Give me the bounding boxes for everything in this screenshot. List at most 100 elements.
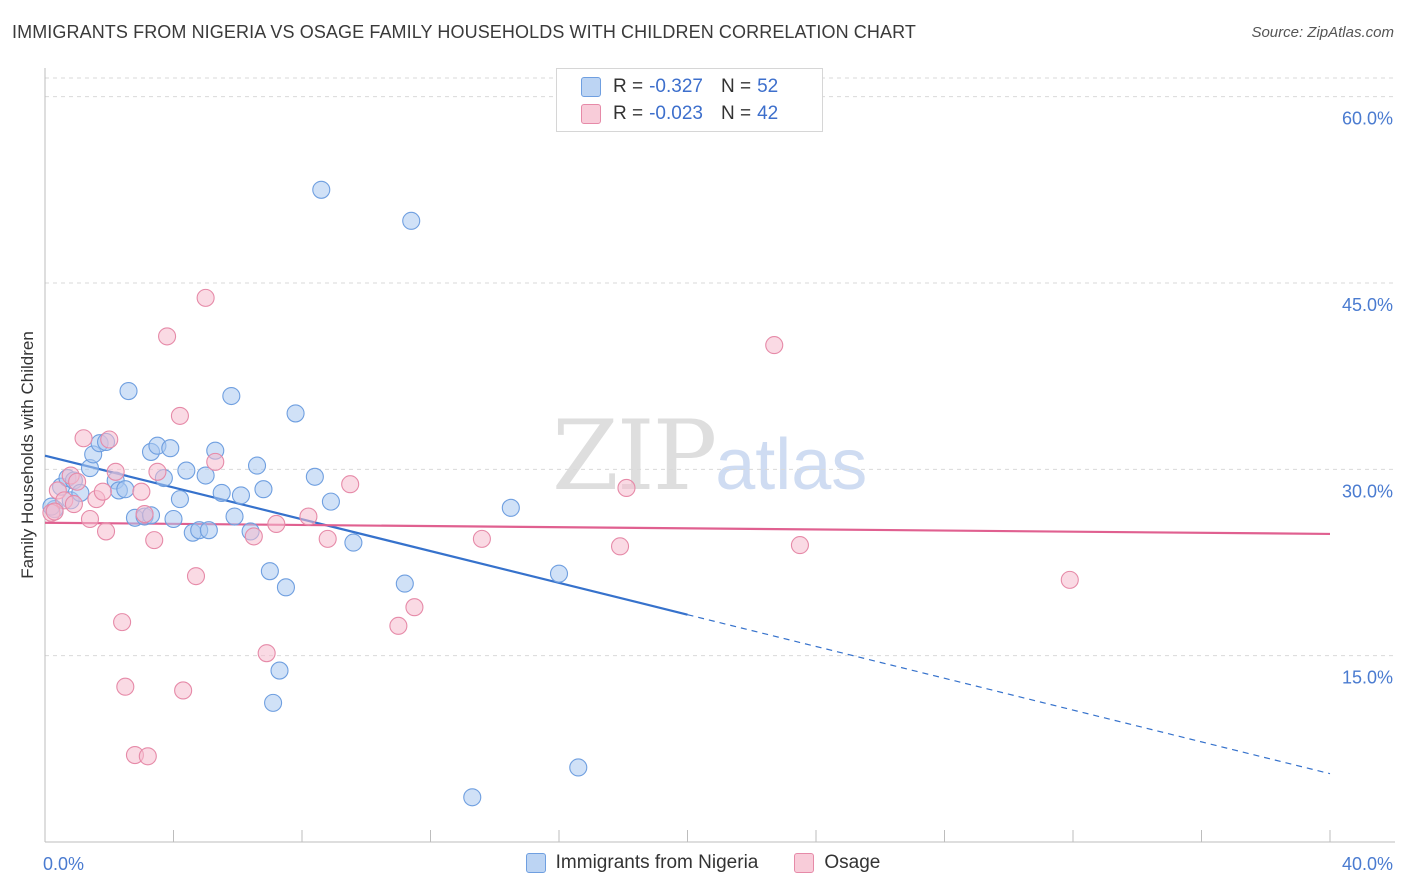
point-nigeria — [196, 466, 215, 485]
point-osage — [790, 536, 809, 555]
legend-n-label: N = — [720, 103, 752, 124]
point-osage — [267, 514, 286, 534]
point-osage — [405, 598, 424, 617]
watermark: ZIPatlas — [552, 400, 867, 512]
point-osage — [610, 537, 630, 556]
legend-r-value: -0.327 — [649, 76, 703, 97]
y-tick-label: 15.0% — [1342, 668, 1393, 688]
trend-layer — [44, 454, 1331, 775]
series-legend: Immigrants from Nigeria Osage — [0, 852, 1406, 874]
point-osage — [93, 482, 112, 501]
point-osage — [244, 527, 263, 546]
point-osage — [116, 677, 135, 696]
point-osage — [64, 495, 83, 514]
tick-label-layer: 15.0% 30.0% 45.0% 60.0% 0.0% 40.0% — [43, 109, 1393, 874]
point-nigeria — [164, 509, 183, 529]
point-nigeria — [312, 180, 331, 199]
point-nigeria — [119, 382, 138, 401]
point-osage — [68, 472, 87, 491]
point-nigeria — [116, 480, 135, 499]
y-tick-label: 30.0% — [1342, 481, 1393, 501]
axis-layer — [44, 68, 1395, 843]
point-osage — [96, 522, 116, 541]
watermark-atlas: atlas — [715, 425, 868, 505]
point-nigeria — [402, 211, 421, 230]
point-osage — [106, 462, 125, 481]
point-osage — [135, 504, 154, 524]
point-osage — [765, 336, 784, 355]
point-nigeria — [569, 758, 588, 777]
grid-layer — [45, 77, 1395, 657]
legend-r-label: R = — [613, 76, 644, 97]
point-nigeria — [177, 461, 196, 480]
trend-line-osage — [44, 521, 1331, 536]
point-osage — [113, 613, 132, 632]
legend-n-value: 42 — [757, 103, 779, 124]
point-osage — [148, 462, 167, 481]
series-legend-label-nigeria: Immigrants from Nigeria — [555, 852, 759, 873]
trend-extension-nigeria — [687, 614, 1331, 775]
point-osage — [389, 616, 408, 635]
legend-n-value: 52 — [757, 76, 779, 97]
point-osage — [196, 288, 215, 307]
point-osage — [100, 430, 119, 449]
point-nigeria — [247, 456, 267, 475]
point-osage — [138, 747, 157, 766]
point-nigeria — [254, 480, 273, 499]
point-nigeria — [344, 533, 363, 552]
point-nigeria — [212, 483, 231, 502]
point-osage — [341, 475, 360, 494]
legend-swatch-osage — [581, 104, 601, 124]
series-legend-item-osage: Osage — [794, 852, 880, 874]
series-legend-label-osage: Osage — [824, 852, 881, 873]
trend-line-nigeria — [44, 454, 688, 616]
point-nigeria — [286, 404, 305, 423]
points-layer — [42, 180, 1079, 807]
point-nigeria — [260, 562, 279, 581]
point-nigeria — [161, 439, 180, 458]
point-osage — [158, 327, 177, 346]
point-nigeria — [199, 521, 218, 540]
legend-r-value: -0.023 — [649, 103, 703, 124]
x-tick-label: 40.0% — [1342, 854, 1393, 874]
point-nigeria — [463, 788, 482, 807]
y-tick-label: 45.0% — [1342, 295, 1393, 315]
correlation-legend: R = -0.327 N = 52 R = -0.023 N = 42 — [556, 68, 823, 132]
point-nigeria — [395, 574, 414, 593]
series-legend-swatch-osage — [794, 853, 815, 873]
point-osage — [206, 452, 225, 471]
point-nigeria — [501, 498, 520, 517]
point-nigeria — [225, 507, 244, 526]
y-axis-label: Family Households with Children — [18, 331, 37, 579]
watermark-zip: ZIP — [552, 400, 717, 512]
point-nigeria — [270, 661, 289, 680]
point-nigeria — [222, 386, 241, 406]
legend-swatch-nigeria — [581, 77, 601, 97]
point-osage — [299, 507, 318, 526]
point-osage — [45, 502, 64, 521]
point-nigeria — [276, 578, 295, 597]
x-tick-label: 0.0% — [43, 854, 84, 874]
point-nigeria — [264, 693, 283, 712]
point-osage — [174, 681, 193, 700]
point-nigeria — [305, 467, 324, 486]
point-osage — [1060, 570, 1079, 589]
series-legend-item-nigeria: Immigrants from Nigeria — [525, 852, 759, 874]
point-osage — [617, 478, 636, 498]
series-legend-swatch-nigeria — [525, 853, 546, 873]
point-nigeria — [170, 490, 189, 509]
y-tick-label: 60.0% — [1342, 109, 1393, 129]
point-osage — [145, 531, 164, 550]
chart-title: IMMIGRANTS FROM NIGERIA VS OSAGE FAMILY … — [12, 22, 916, 42]
point-osage — [74, 429, 93, 448]
source-label: Source: ZipAtlas.com — [1251, 24, 1394, 41]
point-osage — [318, 529, 337, 548]
legend-r-label: R = — [613, 103, 644, 124]
point-nigeria — [549, 564, 569, 583]
point-osage — [132, 482, 151, 501]
point-osage — [186, 567, 206, 586]
point-osage — [80, 509, 100, 529]
point-nigeria — [321, 492, 340, 511]
legend-row-nigeria: R = -0.327 N = 52 — [581, 75, 778, 99]
